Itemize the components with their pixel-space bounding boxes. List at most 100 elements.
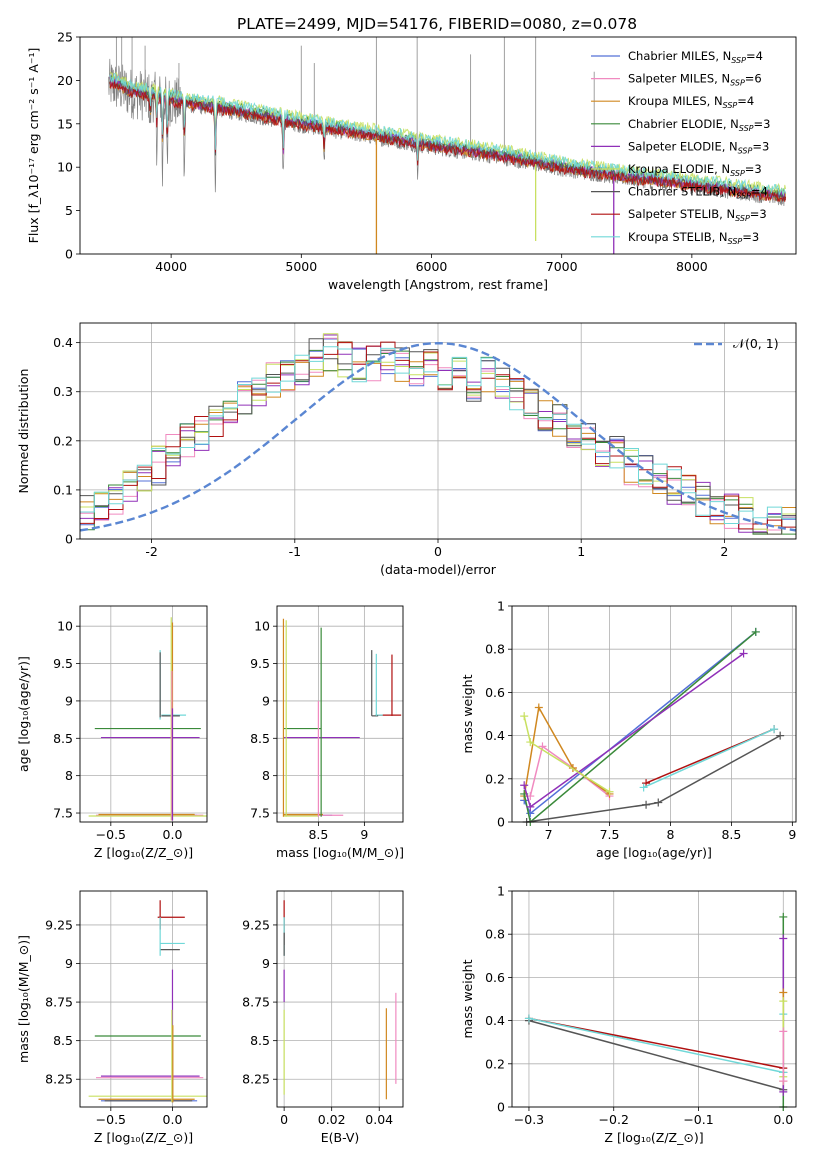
y-tick-label: 0.6 [485, 970, 505, 985]
x-tick-label: 8.5 [308, 827, 328, 842]
age-vs-metallicity-panel: −0.5 0.0 7.5 8 8.5 9 9.5 10 Z [log₁₀(Z/Z_⊙)] age … [16, 605, 208, 860]
y-tick-label: 8 [262, 768, 270, 783]
y-tick-label: 0.3 [53, 384, 73, 399]
mass-weight-marker [642, 800, 651, 809]
gaussian-reference-curve [80, 341, 796, 532]
axes-frame [79, 36, 797, 255]
y-tick-label: 8.25 [45, 1072, 73, 1087]
axes-frame [276, 605, 404, 823]
y-axis-label: age [log₁₀(age/yr)] [16, 656, 31, 772]
legend-label-text: Chabrier STELIB, N [628, 185, 736, 199]
x-axis-label: mass [log₁₀(M/M_⊙)] [276, 845, 404, 860]
y-tick-label: 0 [497, 1100, 505, 1115]
x-tick-label: 8.5 [721, 827, 741, 842]
y-tick-label: 9.5 [250, 656, 270, 671]
x-tick-label: −0.3 [514, 1112, 544, 1127]
mass-weight-marker [779, 934, 788, 943]
y-tick-label: 10 [57, 619, 73, 634]
legend-subscript: SSP [736, 192, 751, 201]
mass-weight-marker [779, 912, 788, 921]
y-axis-label: Normed distribution [16, 369, 31, 494]
y-tick-label: 1 [497, 884, 505, 899]
mass-weight-marker [739, 649, 748, 658]
gaussian-legend-label: 𝒩(0, 1) [733, 336, 779, 351]
x-tick-label: -2 [145, 544, 157, 559]
legend-count: =6 [745, 72, 762, 86]
histogram-s_stelib [80, 341, 796, 530]
x-axis-label: wavelength [Angstrom, rest frame] [328, 277, 548, 292]
legend-count: =4 [751, 185, 768, 199]
mass-weight-marker [770, 725, 779, 734]
mass-weight-marker [526, 802, 535, 811]
x-tick-label: 0.04 [365, 1112, 393, 1127]
x-tick-label: 8000 [676, 259, 708, 274]
legend-subscript: SSP [731, 56, 746, 65]
legend-label-text: Chabrier ELODIE, N [628, 117, 739, 131]
x-axis-label: age [log₁₀(age/yr)] [596, 845, 712, 860]
legend-entry-label: Salpeter ELODIE, NSSP=3 [628, 139, 769, 155]
axes-frame [79, 890, 208, 1108]
y-tick-label: 0.4 [485, 728, 505, 743]
mass-vs-metallicity-panel: −0.5 0.0 8.25 8.5 8.75 9 9.25 Z [log₁₀(Z/Z_⊙)] m… [16, 890, 208, 1145]
model-spectrum-s_stelib [109, 81, 787, 203]
model-spectrum-c_elodie [109, 74, 786, 199]
x-tick-label: 9 [788, 827, 796, 842]
x-tick-label: 7000 [546, 259, 578, 274]
y-tick-label: 20 [57, 73, 73, 88]
x-tick-label: 0.0 [163, 1112, 183, 1127]
legend-subscript: SSP [730, 169, 745, 178]
spectrum-panel: 4000 5000 6000 7000 8000 0 5 10 15 20 25 wavelength… [26, 30, 797, 292]
x-tick-label: −0.2 [599, 1112, 629, 1127]
axes-frame [79, 322, 797, 540]
y-tick-label: 0.8 [485, 927, 505, 942]
y-tick-label: 7.5 [250, 806, 270, 821]
x-axis-label: (data-model)/error [380, 562, 497, 577]
y-tick-label: 0.2 [53, 433, 73, 448]
x-tick-label: −0.1 [683, 1112, 713, 1127]
legend-count: =4 [746, 49, 763, 63]
legend-entry-label: Chabrier ELODIE, NSSP=3 [628, 117, 770, 133]
mass-weight-line-k_miles [523, 705, 610, 797]
mass-vs-ebv-panel: 0 0.02 0.04 8.25 8.5 8.75 9 9.25 E(B-V) [242, 890, 404, 1145]
y-tick-label: 8 [65, 768, 73, 783]
y-tick-label: 9 [65, 693, 73, 708]
mass-weight-marker [534, 703, 543, 712]
x-tick-label: 0 [280, 1112, 288, 1127]
plot-area [88, 617, 207, 821]
y-tick-label: 0 [497, 815, 505, 830]
mass-weight-marker [776, 731, 785, 740]
x-tick-label: 5000 [285, 259, 317, 274]
y-tick-label: 9.25 [242, 917, 270, 932]
y-tick-label: 10 [57, 160, 73, 175]
x-axis-label: E(B-V) [321, 1130, 360, 1145]
mass-weight-marker [520, 781, 529, 790]
y-tick-label: 0.8 [485, 642, 505, 657]
y-tick-label: 9 [262, 693, 270, 708]
legend-label-text: Salpeter STELIB, N [628, 207, 735, 221]
legend-label-text: Kroupa MILES, N [628, 94, 723, 108]
x-tick-label: −0.5 [96, 827, 126, 842]
x-tick-label: 0.02 [318, 1112, 346, 1127]
legend-subscript: SSP [738, 146, 753, 155]
x-tick-label: -1 [289, 544, 301, 559]
legend-count: =4 [737, 94, 754, 108]
legend-entry-label: Salpeter STELIB, NSSP=3 [628, 207, 767, 223]
y-tick-label: 0.4 [53, 335, 73, 350]
legend-count: =3 [754, 117, 771, 131]
mass-weight-marker [524, 1014, 533, 1023]
mass-weight-marker [779, 1077, 788, 1086]
legend-subscript: SSP [728, 237, 743, 246]
y-tick-label: 7.5 [53, 806, 73, 821]
mass-weight-marker [751, 627, 760, 636]
legend-count: =3 [745, 162, 762, 176]
y-tick-label: 0.2 [485, 1056, 505, 1071]
y-tick-label: 1 [497, 599, 505, 614]
y-tick-label: 8.25 [242, 1072, 270, 1087]
legend-subscript: SSP [735, 214, 750, 223]
figure-title: PLATE=2499, MJD=54176, FIBERID=0080, z=0… [237, 15, 637, 33]
y-axis-label: mass [log₁₀(M/M_⊙)] [16, 935, 31, 1063]
mass-weight-marker [779, 997, 788, 1006]
mass-weight-marker [779, 1027, 788, 1036]
y-axis-label: mass weight [460, 674, 475, 753]
legend-label-text: Salpeter ELODIE, N [628, 139, 738, 153]
